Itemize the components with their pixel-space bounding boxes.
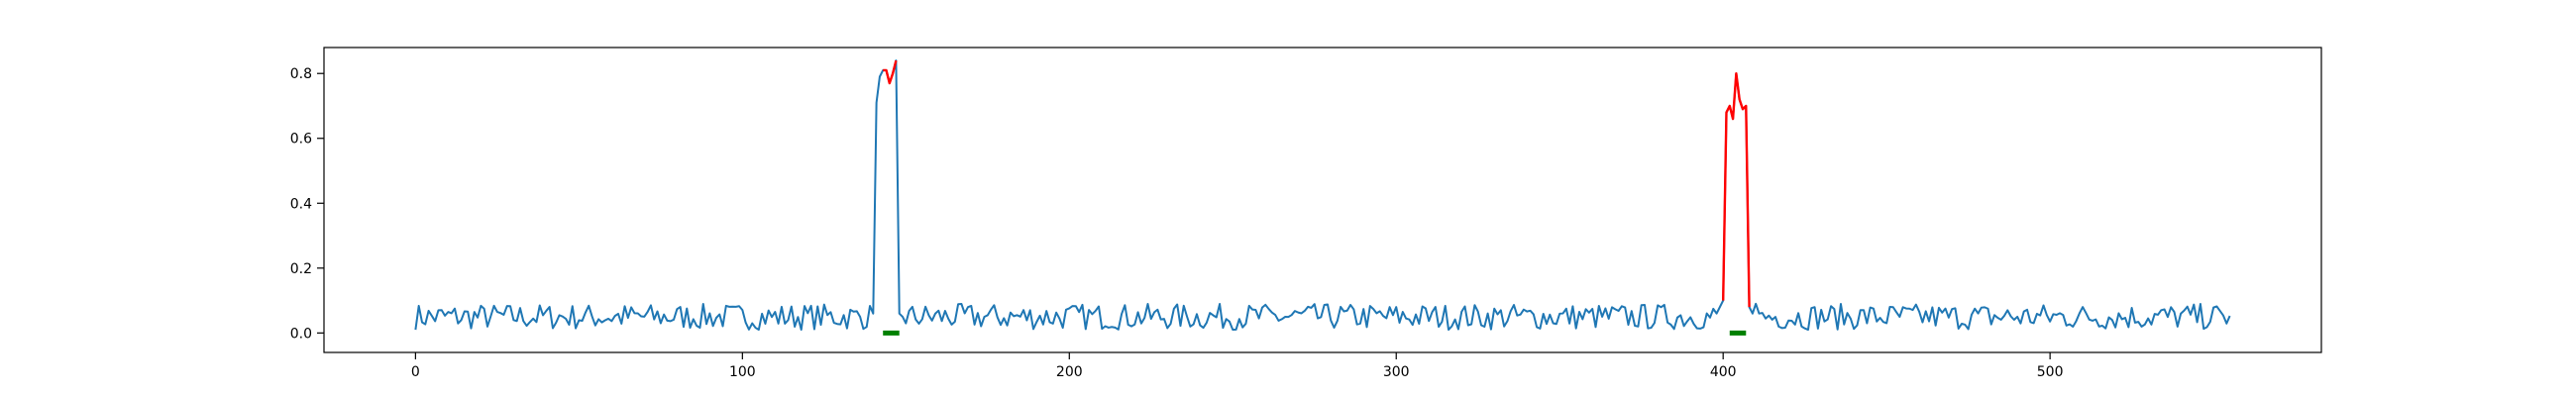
x-tick-label: 400: [1710, 364, 1737, 380]
peak-highlight-1: [883, 59, 898, 85]
x-tick-label: 500: [2037, 364, 2064, 380]
y-tick-label: 0.2: [290, 261, 312, 277]
y-tick-label: 0.8: [290, 66, 312, 82]
series-line: [414, 59, 2231, 332]
plot-frame: [323, 47, 2322, 353]
peak-highlight-2: [1721, 72, 1751, 308]
y-tick-label: 0.4: [290, 196, 312, 212]
y-tick-label: 0.6: [290, 132, 312, 148]
x-tick-label: 100: [729, 364, 756, 380]
x-tick-label: 200: [1056, 364, 1083, 380]
x-tick-label: 0: [411, 364, 420, 380]
y-tick-label: 0.0: [290, 326, 312, 342]
x-tick-label: 300: [1383, 364, 1410, 380]
